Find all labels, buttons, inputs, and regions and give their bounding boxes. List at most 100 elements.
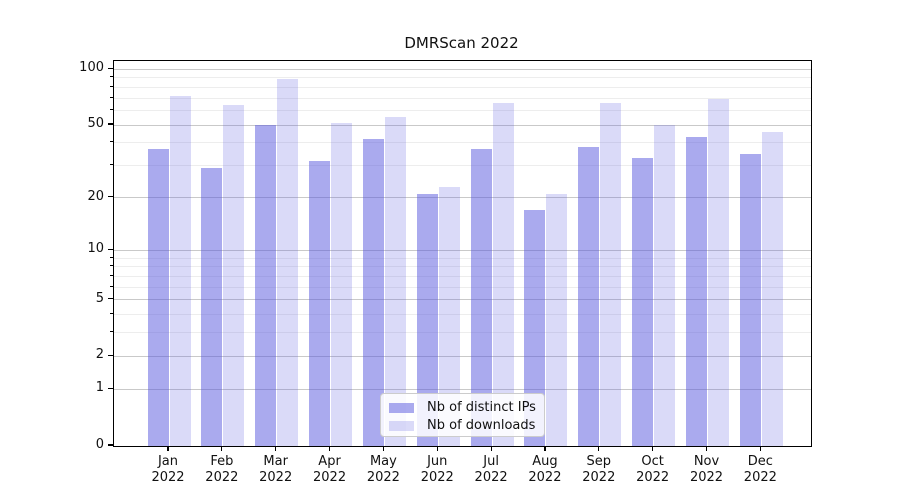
gridline-major-50 [114, 124, 811, 126]
gridline-minor-3 [114, 332, 811, 334]
bar-nb-of-distinct-ips-mar-2022 [255, 125, 277, 446]
x-tick-label-may-2022: May 2022 [366, 454, 400, 485]
bar-nb-of-distinct-ips-jul-2022 [470, 149, 492, 446]
y-minor-tick-80 [110, 85, 113, 87]
x-tick-nov-2022 [705, 446, 708, 451]
plot-area [113, 60, 812, 447]
x-tick-apr-2022 [328, 446, 331, 451]
y-tick-5 [108, 298, 113, 300]
y-minor-tick-3 [110, 331, 113, 333]
legend-swatch-downloads [389, 420, 414, 431]
gridline-major-2 [114, 355, 811, 357]
bar-nb-of-distinct-ips-oct-2022 [632, 158, 654, 446]
gridline-minor-30 [114, 165, 811, 167]
bar-nb-of-downloads-mar-2022 [277, 78, 299, 446]
y-minor-tick-6 [110, 285, 113, 287]
bar-nb-of-distinct-ips-may-2022 [362, 139, 384, 446]
x-tick-sep-2022 [598, 446, 600, 451]
bar-nb-of-distinct-ips-aug-2022 [524, 210, 546, 446]
y-tick-0 [108, 444, 113, 446]
x-tick-label-jan-2022: Jan 2022 [151, 454, 185, 485]
x-tick-label-jun-2022: Jun 2022 [420, 454, 454, 485]
gridline-minor-70 [114, 97, 811, 99]
gridline-major-20 [114, 197, 811, 198]
x-tick-jun-2022 [436, 446, 438, 451]
bar-nb-of-downloads-dec-2022 [761, 131, 783, 446]
gridline-minor-60 [114, 109, 811, 111]
bar-nb-of-downloads-oct-2022 [654, 125, 676, 446]
gridline-minor-80 [114, 86, 811, 88]
y-tick-100 [108, 67, 113, 69]
x-tick-label-mar-2022: Mar 2022 [259, 454, 293, 485]
y-minor-tick-30 [110, 164, 113, 166]
legend-swatch-distinct-ips [389, 402, 414, 413]
bar-nb-of-distinct-ips-jun-2022 [416, 193, 438, 446]
x-tick-label-nov-2022: Nov 2022 [689, 454, 724, 485]
y-minor-tick-7 [110, 274, 113, 276]
x-tick-jan-2022 [167, 446, 169, 451]
bar-nb-of-downloads-jul-2022 [492, 102, 514, 446]
chart-title: DMRScan 2022 [404, 34, 519, 52]
y-minor-tick-70 [110, 96, 113, 98]
y-tick-label-50: 50 [87, 116, 104, 132]
y-tick-label-100: 100 [79, 60, 104, 76]
gridline-minor-40 [114, 142, 811, 144]
x-tick-label-sep-2022: Sep 2022 [582, 454, 616, 485]
x-tick-label-apr-2022: Apr 2022 [313, 454, 347, 485]
gridline-minor-4 [114, 314, 811, 316]
gridline-minor-90 [114, 77, 811, 79]
x-tick-label-feb-2022: Feb 2022 [205, 454, 239, 485]
legend: Nb of distinct IPs Nb of downloads [380, 393, 545, 437]
y-tick-label-2: 2 [95, 347, 104, 363]
y-minor-tick-8 [110, 265, 113, 267]
y-minor-tick-40 [110, 141, 113, 143]
y-minor-tick-4 [110, 313, 113, 315]
x-tick-label-jul-2022: Jul 2022 [474, 454, 508, 485]
bar-nb-of-downloads-apr-2022 [331, 123, 353, 446]
legend-item-downloads: Nb of downloads [389, 417, 536, 434]
y-minor-tick-9 [110, 256, 113, 258]
gridline-major-1 [114, 388, 811, 390]
x-tick-jul-2022 [490, 446, 492, 451]
legend-item-distinct-ips: Nb of distinct IPs [389, 399, 536, 416]
y-minor-tick-90 [110, 76, 113, 78]
bar-nb-of-downloads-feb-2022 [223, 105, 245, 446]
bar-nb-of-distinct-ips-nov-2022 [686, 137, 707, 446]
x-tick-label-aug-2022: Aug 2022 [528, 454, 562, 485]
gridline-minor-6 [114, 286, 811, 288]
bar-nb-of-downloads-jan-2022 [169, 95, 191, 446]
bar-nb-of-downloads-nov-2022 [708, 99, 729, 446]
y-tick-label-1: 1 [95, 380, 104, 396]
y-minor-tick-60 [110, 108, 113, 110]
bar-nb-of-downloads-sep-2022 [600, 102, 622, 446]
bar-nb-of-downloads-jun-2022 [438, 186, 460, 446]
bar-nb-of-downloads-aug-2022 [546, 193, 568, 446]
y-tick-2 [108, 354, 113, 356]
x-tick-mar-2022 [275, 446, 277, 451]
bar-nb-of-downloads-may-2022 [384, 117, 406, 446]
bar-nb-of-distinct-ips-dec-2022 [739, 153, 761, 446]
x-tick-label-oct-2022: Oct 2022 [636, 454, 670, 485]
bar-nb-of-distinct-ips-sep-2022 [578, 146, 600, 446]
y-tick-10 [108, 248, 113, 250]
x-tick-aug-2022 [544, 446, 546, 451]
x-tick-label-dec-2022: Dec 2022 [743, 454, 777, 485]
gridline-major-10 [114, 249, 811, 251]
legend-label-downloads: Nb of downloads [427, 418, 536, 433]
x-tick-dec-2022 [759, 446, 761, 451]
x-tick-feb-2022 [221, 446, 223, 451]
bar-nb-of-distinct-ips-jan-2022 [147, 149, 169, 446]
bar-nb-of-distinct-ips-feb-2022 [201, 168, 223, 446]
gridline-minor-9 [114, 257, 811, 259]
x-tick-may-2022 [382, 446, 384, 451]
gridline-major-100 [114, 68, 811, 70]
legend-label-distinct-ips: Nb of distinct IPs [427, 400, 536, 415]
y-tick-label-0: 0 [95, 437, 104, 452]
y-tick-label-20: 20 [87, 188, 104, 204]
y-tick-label-10: 10 [87, 241, 104, 257]
x-tick-oct-2022 [652, 446, 654, 451]
bar-nb-of-distinct-ips-apr-2022 [309, 160, 331, 446]
y-tick-50 [108, 123, 113, 125]
y-tick-20 [108, 195, 113, 198]
y-tick-1 [108, 387, 113, 389]
